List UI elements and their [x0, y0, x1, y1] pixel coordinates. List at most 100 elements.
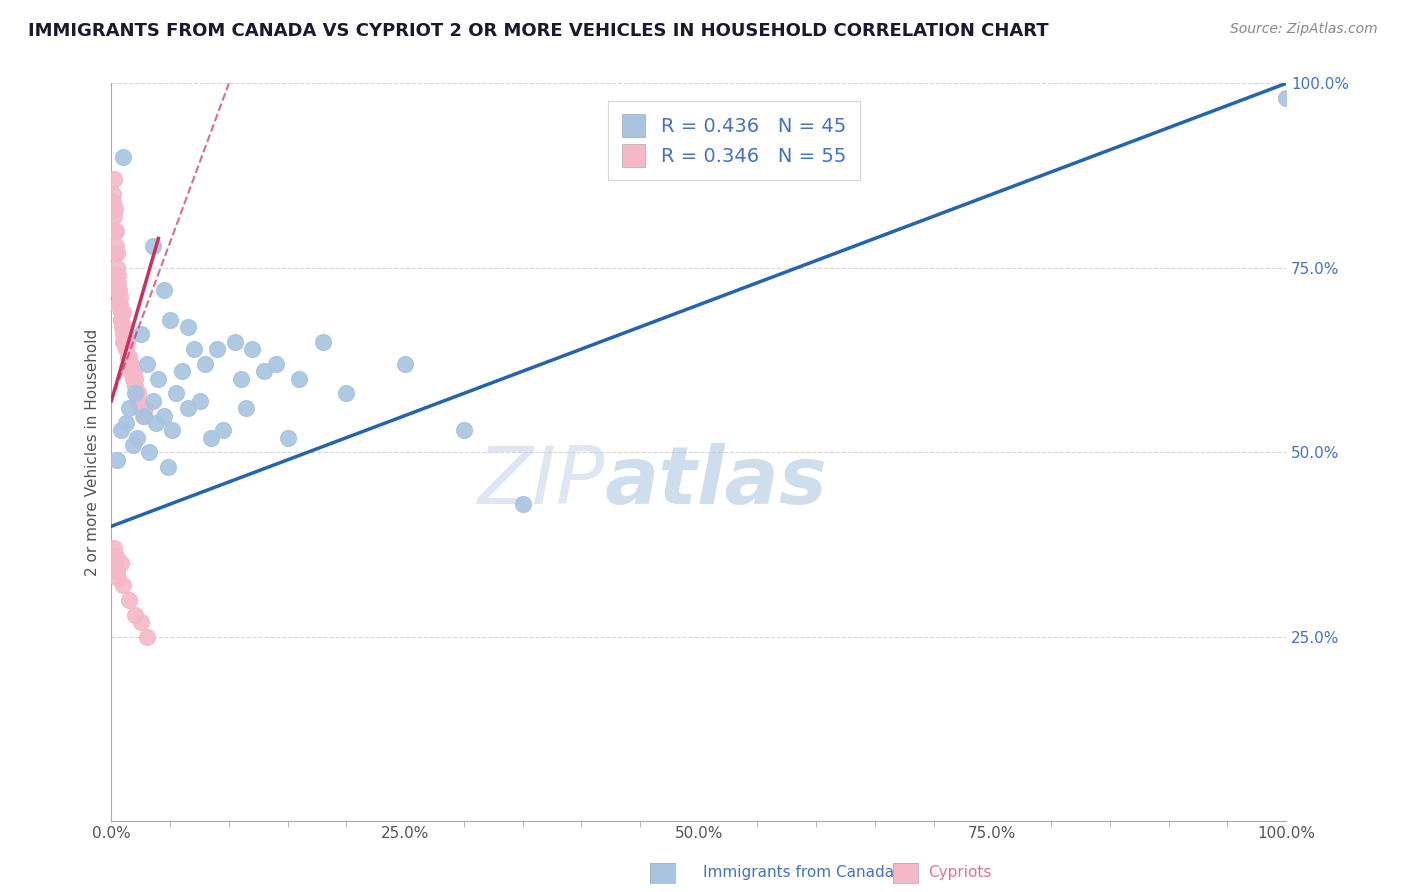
Point: [107, 276, 129, 290]
Point: [110, 556, 132, 570]
Point: [105, 224, 128, 238]
Point: [253, 364, 276, 378]
Point: [127, 393, 149, 408]
Point: [288, 371, 311, 385]
Point: [118, 357, 141, 371]
Point: [101, 194, 124, 209]
Point: [118, 401, 141, 416]
Point: [394, 357, 416, 371]
Point: [129, 327, 152, 342]
Point: [205, 342, 228, 356]
Y-axis label: 2 or more Vehicles in Household: 2 or more Vehicles in Household: [86, 329, 100, 576]
Point: [104, 556, 127, 570]
Point: [103, 209, 125, 223]
Point: [135, 630, 157, 644]
Text: IMMIGRANTS FROM CANADA VS CYPRIOT 2 OR MORE VEHICLES IN HOUSEHOLD CORRELATION CH: IMMIGRANTS FROM CANADA VS CYPRIOT 2 OR M…: [28, 22, 1049, 40]
Point: [135, 357, 157, 371]
Point: [110, 312, 132, 326]
Point: [110, 312, 132, 326]
Point: [312, 334, 335, 349]
Point: [141, 393, 163, 408]
Point: [105, 453, 128, 467]
Point: [264, 357, 287, 371]
Point: [107, 298, 129, 312]
Point: [117, 350, 139, 364]
Point: [127, 431, 149, 445]
Point: [107, 268, 129, 283]
Point: [124, 607, 146, 622]
Point: [120, 357, 142, 371]
Point: [177, 401, 200, 416]
Point: [177, 320, 200, 334]
Point: [114, 416, 136, 430]
Point: [124, 379, 146, 393]
Text: Source: ZipAtlas.com: Source: ZipAtlas.com: [1230, 22, 1378, 37]
Point: [141, 239, 163, 253]
Point: [105, 239, 128, 253]
Point: [335, 386, 357, 401]
Point: [212, 423, 235, 437]
Point: [112, 334, 135, 349]
Point: [229, 371, 252, 385]
Point: [153, 283, 176, 297]
Point: [165, 386, 187, 401]
Point: [145, 416, 167, 430]
Point: [200, 431, 222, 445]
Point: [103, 172, 125, 186]
Point: [114, 342, 136, 356]
Point: [112, 327, 135, 342]
Point: [1275, 91, 1298, 105]
Point: [162, 423, 184, 437]
Point: [121, 371, 143, 385]
Point: [110, 305, 132, 319]
Point: [108, 283, 131, 297]
Point: [105, 283, 128, 297]
Point: [112, 150, 135, 164]
Point: [105, 246, 128, 260]
Point: [104, 224, 127, 238]
Point: [112, 334, 135, 349]
Point: [111, 305, 134, 319]
Point: [194, 357, 217, 371]
Point: [122, 364, 145, 378]
Point: [148, 371, 170, 385]
Point: [134, 401, 156, 416]
Text: Cypriots: Cypriots: [928, 865, 991, 880]
Point: [124, 371, 146, 385]
Point: [107, 571, 129, 585]
Point: [108, 298, 131, 312]
Point: [138, 445, 160, 459]
Point: [134, 409, 156, 423]
Text: Immigrants from Canada: Immigrants from Canada: [703, 865, 894, 880]
Point: [105, 564, 128, 578]
Point: [156, 460, 179, 475]
Point: [277, 431, 299, 445]
Point: [224, 334, 246, 349]
Point: [111, 320, 134, 334]
Point: [129, 615, 152, 630]
Legend: R = 0.436   N = 45, R = 0.346   N = 55: R = 0.436 N = 45, R = 0.346 N = 55: [609, 101, 859, 180]
Point: [115, 334, 138, 349]
Point: [188, 393, 211, 408]
Point: [183, 342, 205, 356]
Point: [101, 187, 124, 202]
Point: [153, 409, 176, 423]
Point: [112, 578, 135, 592]
Point: [170, 364, 193, 378]
Point: [110, 290, 132, 304]
Point: [127, 386, 149, 401]
Point: [240, 342, 263, 356]
Point: [104, 202, 127, 216]
Point: [103, 541, 125, 556]
Point: [118, 593, 141, 607]
Point: [121, 438, 143, 452]
Text: atlas: atlas: [605, 443, 828, 521]
Point: [120, 364, 142, 378]
Point: [112, 320, 135, 334]
Point: [129, 401, 152, 416]
Point: [110, 423, 132, 437]
Point: [132, 409, 155, 423]
Point: [512, 497, 534, 511]
Point: [453, 423, 475, 437]
Point: [125, 386, 148, 401]
